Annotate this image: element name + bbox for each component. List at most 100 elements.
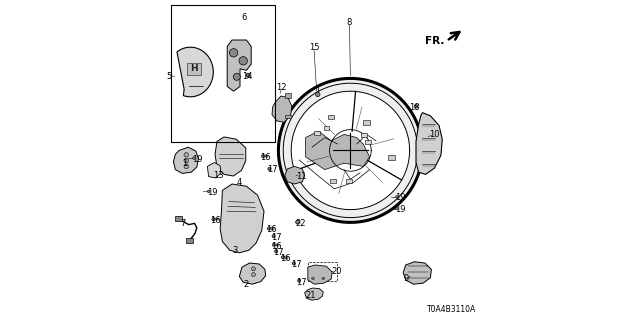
Circle shape	[282, 256, 285, 259]
Bar	[346, 179, 352, 183]
Text: 12: 12	[276, 83, 287, 92]
Text: 4: 4	[236, 178, 242, 187]
Text: 3: 3	[232, 246, 237, 255]
Circle shape	[212, 218, 215, 221]
Text: 17: 17	[271, 233, 282, 242]
Circle shape	[268, 167, 271, 171]
Circle shape	[396, 207, 398, 210]
Polygon shape	[220, 184, 264, 253]
Text: 6: 6	[242, 13, 247, 22]
Polygon shape	[306, 131, 370, 170]
Polygon shape	[177, 47, 213, 97]
Text: 16: 16	[266, 225, 276, 234]
Circle shape	[252, 267, 255, 271]
Polygon shape	[239, 263, 266, 284]
Text: 13: 13	[214, 171, 224, 180]
Text: 16: 16	[210, 216, 221, 225]
Bar	[276, 244, 279, 246]
Text: 17: 17	[273, 248, 284, 257]
Polygon shape	[305, 288, 323, 300]
Text: 10: 10	[429, 130, 440, 139]
Bar	[187, 63, 201, 75]
Bar	[328, 115, 334, 119]
Circle shape	[275, 250, 278, 253]
Text: H: H	[190, 64, 197, 73]
Polygon shape	[215, 137, 246, 176]
Circle shape	[268, 227, 271, 230]
Text: 15: 15	[308, 43, 319, 52]
Bar	[365, 140, 371, 144]
Circle shape	[322, 277, 324, 280]
Polygon shape	[416, 113, 442, 174]
Text: 19: 19	[396, 193, 406, 202]
Circle shape	[396, 196, 398, 198]
Bar	[308, 262, 337, 281]
Circle shape	[230, 49, 238, 57]
Bar	[265, 155, 268, 157]
Circle shape	[262, 155, 265, 158]
Text: 11: 11	[296, 172, 307, 181]
Text: 19: 19	[207, 188, 218, 197]
Bar	[388, 156, 395, 160]
Circle shape	[184, 164, 189, 169]
Polygon shape	[285, 166, 305, 184]
Text: 21: 21	[305, 292, 316, 300]
Polygon shape	[403, 262, 431, 284]
Circle shape	[246, 73, 250, 77]
Circle shape	[184, 158, 189, 163]
Text: 22: 22	[295, 219, 305, 228]
Polygon shape	[272, 96, 292, 122]
Text: 7: 7	[180, 220, 186, 228]
Text: 2: 2	[243, 280, 248, 289]
Text: 14: 14	[242, 72, 252, 81]
Circle shape	[292, 262, 296, 265]
Text: 17: 17	[296, 278, 307, 287]
Circle shape	[239, 57, 248, 65]
Text: 16: 16	[260, 153, 271, 162]
Text: 17: 17	[267, 165, 277, 174]
Circle shape	[312, 277, 314, 280]
Polygon shape	[308, 265, 332, 284]
Circle shape	[316, 92, 320, 97]
Bar	[330, 179, 336, 183]
Text: 16: 16	[271, 242, 282, 251]
Bar	[271, 227, 274, 230]
Text: 20: 20	[331, 267, 342, 276]
Bar	[285, 93, 291, 98]
Text: 16: 16	[280, 254, 291, 263]
Text: 8: 8	[347, 18, 352, 27]
Text: 18: 18	[409, 103, 419, 112]
Text: 17: 17	[291, 260, 301, 269]
Bar	[285, 115, 291, 118]
Text: T0A4B3110A: T0A4B3110A	[427, 305, 476, 314]
Circle shape	[296, 220, 300, 224]
Circle shape	[234, 73, 241, 80]
Bar	[323, 126, 329, 130]
Bar	[215, 218, 219, 220]
Bar	[175, 216, 182, 221]
Text: 1: 1	[182, 159, 188, 168]
Bar	[170, 5, 275, 142]
Text: 19: 19	[396, 205, 406, 214]
Bar	[314, 131, 319, 135]
Circle shape	[272, 235, 275, 238]
Text: FR.: FR.	[426, 36, 445, 46]
Text: 9: 9	[404, 274, 409, 283]
Bar	[361, 133, 367, 137]
Circle shape	[193, 157, 195, 159]
Polygon shape	[173, 147, 198, 173]
Bar	[186, 238, 193, 243]
Polygon shape	[227, 40, 251, 91]
Circle shape	[207, 190, 210, 193]
Circle shape	[184, 153, 189, 157]
Circle shape	[298, 279, 301, 282]
Circle shape	[272, 243, 275, 246]
Bar	[364, 120, 370, 125]
Circle shape	[252, 273, 255, 276]
Circle shape	[414, 104, 418, 108]
Polygon shape	[278, 78, 422, 222]
Text: 19: 19	[192, 155, 202, 164]
Polygon shape	[207, 163, 221, 178]
Bar	[285, 256, 288, 259]
Text: 5: 5	[166, 72, 172, 81]
